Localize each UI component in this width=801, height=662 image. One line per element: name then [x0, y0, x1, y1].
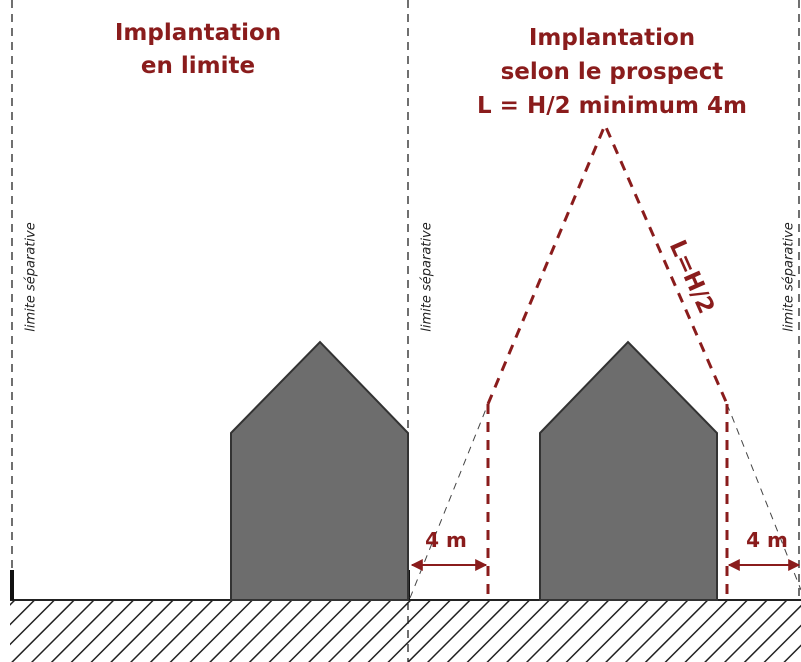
prospect-triangle [486, 121, 729, 405]
house [230, 340, 409, 601]
prospect-guide [409, 403, 489, 599]
title-line: selon le prospect [501, 59, 724, 85]
prospect-guide [726, 403, 801, 591]
distance-label: 4 m [746, 528, 788, 552]
boundary-label: limite séparative [24, 222, 39, 331]
house [539, 340, 718, 601]
ground [10, 600, 801, 662]
boundary-mark [10, 570, 14, 600]
title-line: en limite [141, 53, 255, 79]
boundary-label: limite séparative [782, 222, 797, 331]
distance-label: 4 m [425, 528, 467, 552]
boundary-label: limite séparative [420, 222, 435, 331]
title-line: L = H/2 minimum 4m [477, 93, 747, 119]
title-line: Implantation [115, 20, 281, 46]
title-line: Implantation [529, 25, 695, 51]
